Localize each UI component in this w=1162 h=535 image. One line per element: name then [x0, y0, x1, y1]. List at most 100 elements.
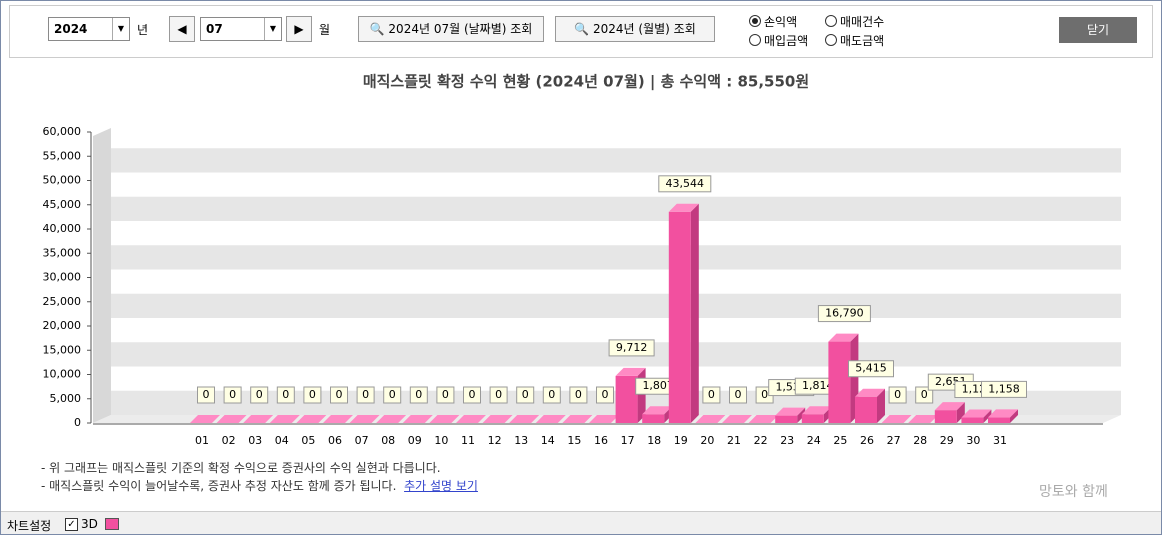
bar — [509, 415, 540, 423]
bar — [323, 415, 353, 423]
x-tick-label: 09 — [408, 434, 422, 447]
bar-top — [934, 402, 965, 411]
value-label-box — [489, 386, 508, 404]
bar-top — [828, 333, 859, 342]
bar — [855, 388, 885, 423]
next-month[interactable]: ▶ — [286, 16, 312, 42]
month-value: 07 — [206, 22, 223, 36]
y-tick-label: 5,000 — [50, 392, 82, 405]
bar-side — [983, 409, 992, 423]
y-tick-label: 45,000 — [43, 198, 82, 211]
value-label: 0 — [256, 388, 263, 401]
daily-button[interactable]: 🔍 2024년 07월 (날짜별) 조회 — [358, 16, 544, 42]
chart-title: 매직스플릿 확정 수익 현황 (2024년 07월) | 총 수익액 : 85,… — [363, 73, 809, 92]
value-label-box — [596, 386, 614, 404]
x-tick-label: 19 — [674, 434, 688, 447]
value-label-box — [658, 175, 712, 193]
bar — [376, 415, 407, 423]
month-select[interactable]: 07 ▼ — [200, 17, 282, 41]
x-tick-label: 07 — [355, 434, 369, 447]
radio-option[interactable]: 매매건수 — [825, 13, 884, 30]
value-label: 0 — [921, 388, 928, 401]
value-label: 1,807 — [642, 379, 674, 392]
bar-top — [296, 415, 327, 423]
bar-top — [349, 415, 380, 423]
value-label-box — [981, 380, 1027, 398]
x-tick-label: 26 — [860, 434, 874, 447]
x-tick-label: 23 — [780, 434, 794, 447]
chart-settings-label: 차트설정 — [7, 519, 52, 533]
note: - 매직스플릿 수익이 늘어날수록, 증권사 추정 자산도 함께 증가 됩니다. — [41, 479, 397, 493]
x-tick-label: 25 — [833, 434, 847, 447]
bar-top — [269, 415, 300, 423]
bar — [216, 415, 247, 423]
watermark: 망토와 함께 — [1039, 484, 1108, 500]
bar-front — [855, 396, 877, 423]
x-tick-label: 03 — [248, 434, 262, 447]
x-tick-label: 05 — [301, 434, 315, 447]
x-tick-label: 10 — [434, 434, 448, 447]
prev-month[interactable]: ◀ — [169, 16, 195, 42]
monthly-button[interactable]: 🔍 2024년 (월별) 조회 — [555, 16, 715, 42]
value-label-box — [848, 360, 894, 378]
bar-front — [668, 211, 691, 423]
value-label: 0 — [203, 388, 210, 401]
bar — [402, 415, 433, 423]
x-tick-label: 06 — [328, 434, 342, 447]
x-tick-label: 02 — [222, 434, 236, 447]
value-label: 0 — [282, 388, 289, 401]
x-tick-label: 28 — [913, 434, 927, 447]
bar — [482, 415, 513, 423]
bar-front — [961, 417, 984, 423]
value-label: 0 — [735, 388, 742, 401]
bar-front — [642, 414, 665, 423]
y-tick-label: 0 — [74, 416, 81, 429]
x-tick-label: 31 — [993, 434, 1007, 447]
bar — [615, 367, 646, 423]
value-label: 0 — [602, 388, 609, 401]
radio-option[interactable]: 매도금액 — [825, 32, 884, 49]
bar — [961, 409, 992, 423]
bar-top — [190, 415, 220, 423]
bar — [456, 415, 486, 423]
x-tick-label: 22 — [754, 434, 768, 447]
bar-front — [828, 341, 851, 423]
bar-top — [855, 388, 885, 397]
close-button[interactable]: 닫기 — [1059, 17, 1137, 43]
three-d-label: 3D — [81, 517, 98, 531]
bar-top — [748, 415, 779, 423]
value-label: 0 — [495, 388, 502, 401]
bar-top — [323, 415, 353, 423]
bar — [908, 415, 939, 423]
value-label: 0 — [362, 388, 369, 401]
year-select[interactable]: 2024 ▼ — [48, 17, 130, 41]
bar — [349, 415, 380, 423]
value-label: 5,415 — [855, 362, 887, 375]
bar — [934, 402, 965, 423]
radio-option[interactable]: 손익액 — [749, 13, 797, 30]
value-label: 0 — [575, 388, 582, 401]
y-tick-label: 55,000 — [43, 149, 82, 162]
left-wall — [93, 128, 111, 423]
year-value: 2024 — [54, 22, 88, 36]
x-tick-label: 27 — [887, 434, 901, 447]
chart: 매직스플릿 확정 수익 현황 (2024년 07월) | 총 수익액 : 85,… — [43, 73, 1121, 447]
three-d-checkbox[interactable]: ✓ — [65, 516, 78, 531]
radio-label: 매입금액 — [764, 34, 809, 48]
help-link[interactable]: 추가 설명 보기 — [404, 479, 478, 493]
x-tick-label: 16 — [594, 434, 608, 447]
y-tick-label: 20,000 — [43, 319, 82, 332]
y-tick-label: 15,000 — [43, 343, 82, 356]
bar-side — [877, 388, 885, 423]
bar-front — [775, 415, 798, 423]
bar-top — [216, 415, 247, 423]
radio-option[interactable]: 매입금액 — [749, 32, 808, 49]
bar-top — [801, 406, 832, 415]
color-picker[interactable] — [105, 518, 119, 530]
bar-top — [881, 415, 912, 423]
x-tick-label: 29 — [940, 434, 954, 447]
value-label-box — [356, 386, 375, 404]
month-unit: 월 — [319, 23, 331, 37]
bar — [296, 415, 327, 423]
bar — [190, 415, 220, 423]
